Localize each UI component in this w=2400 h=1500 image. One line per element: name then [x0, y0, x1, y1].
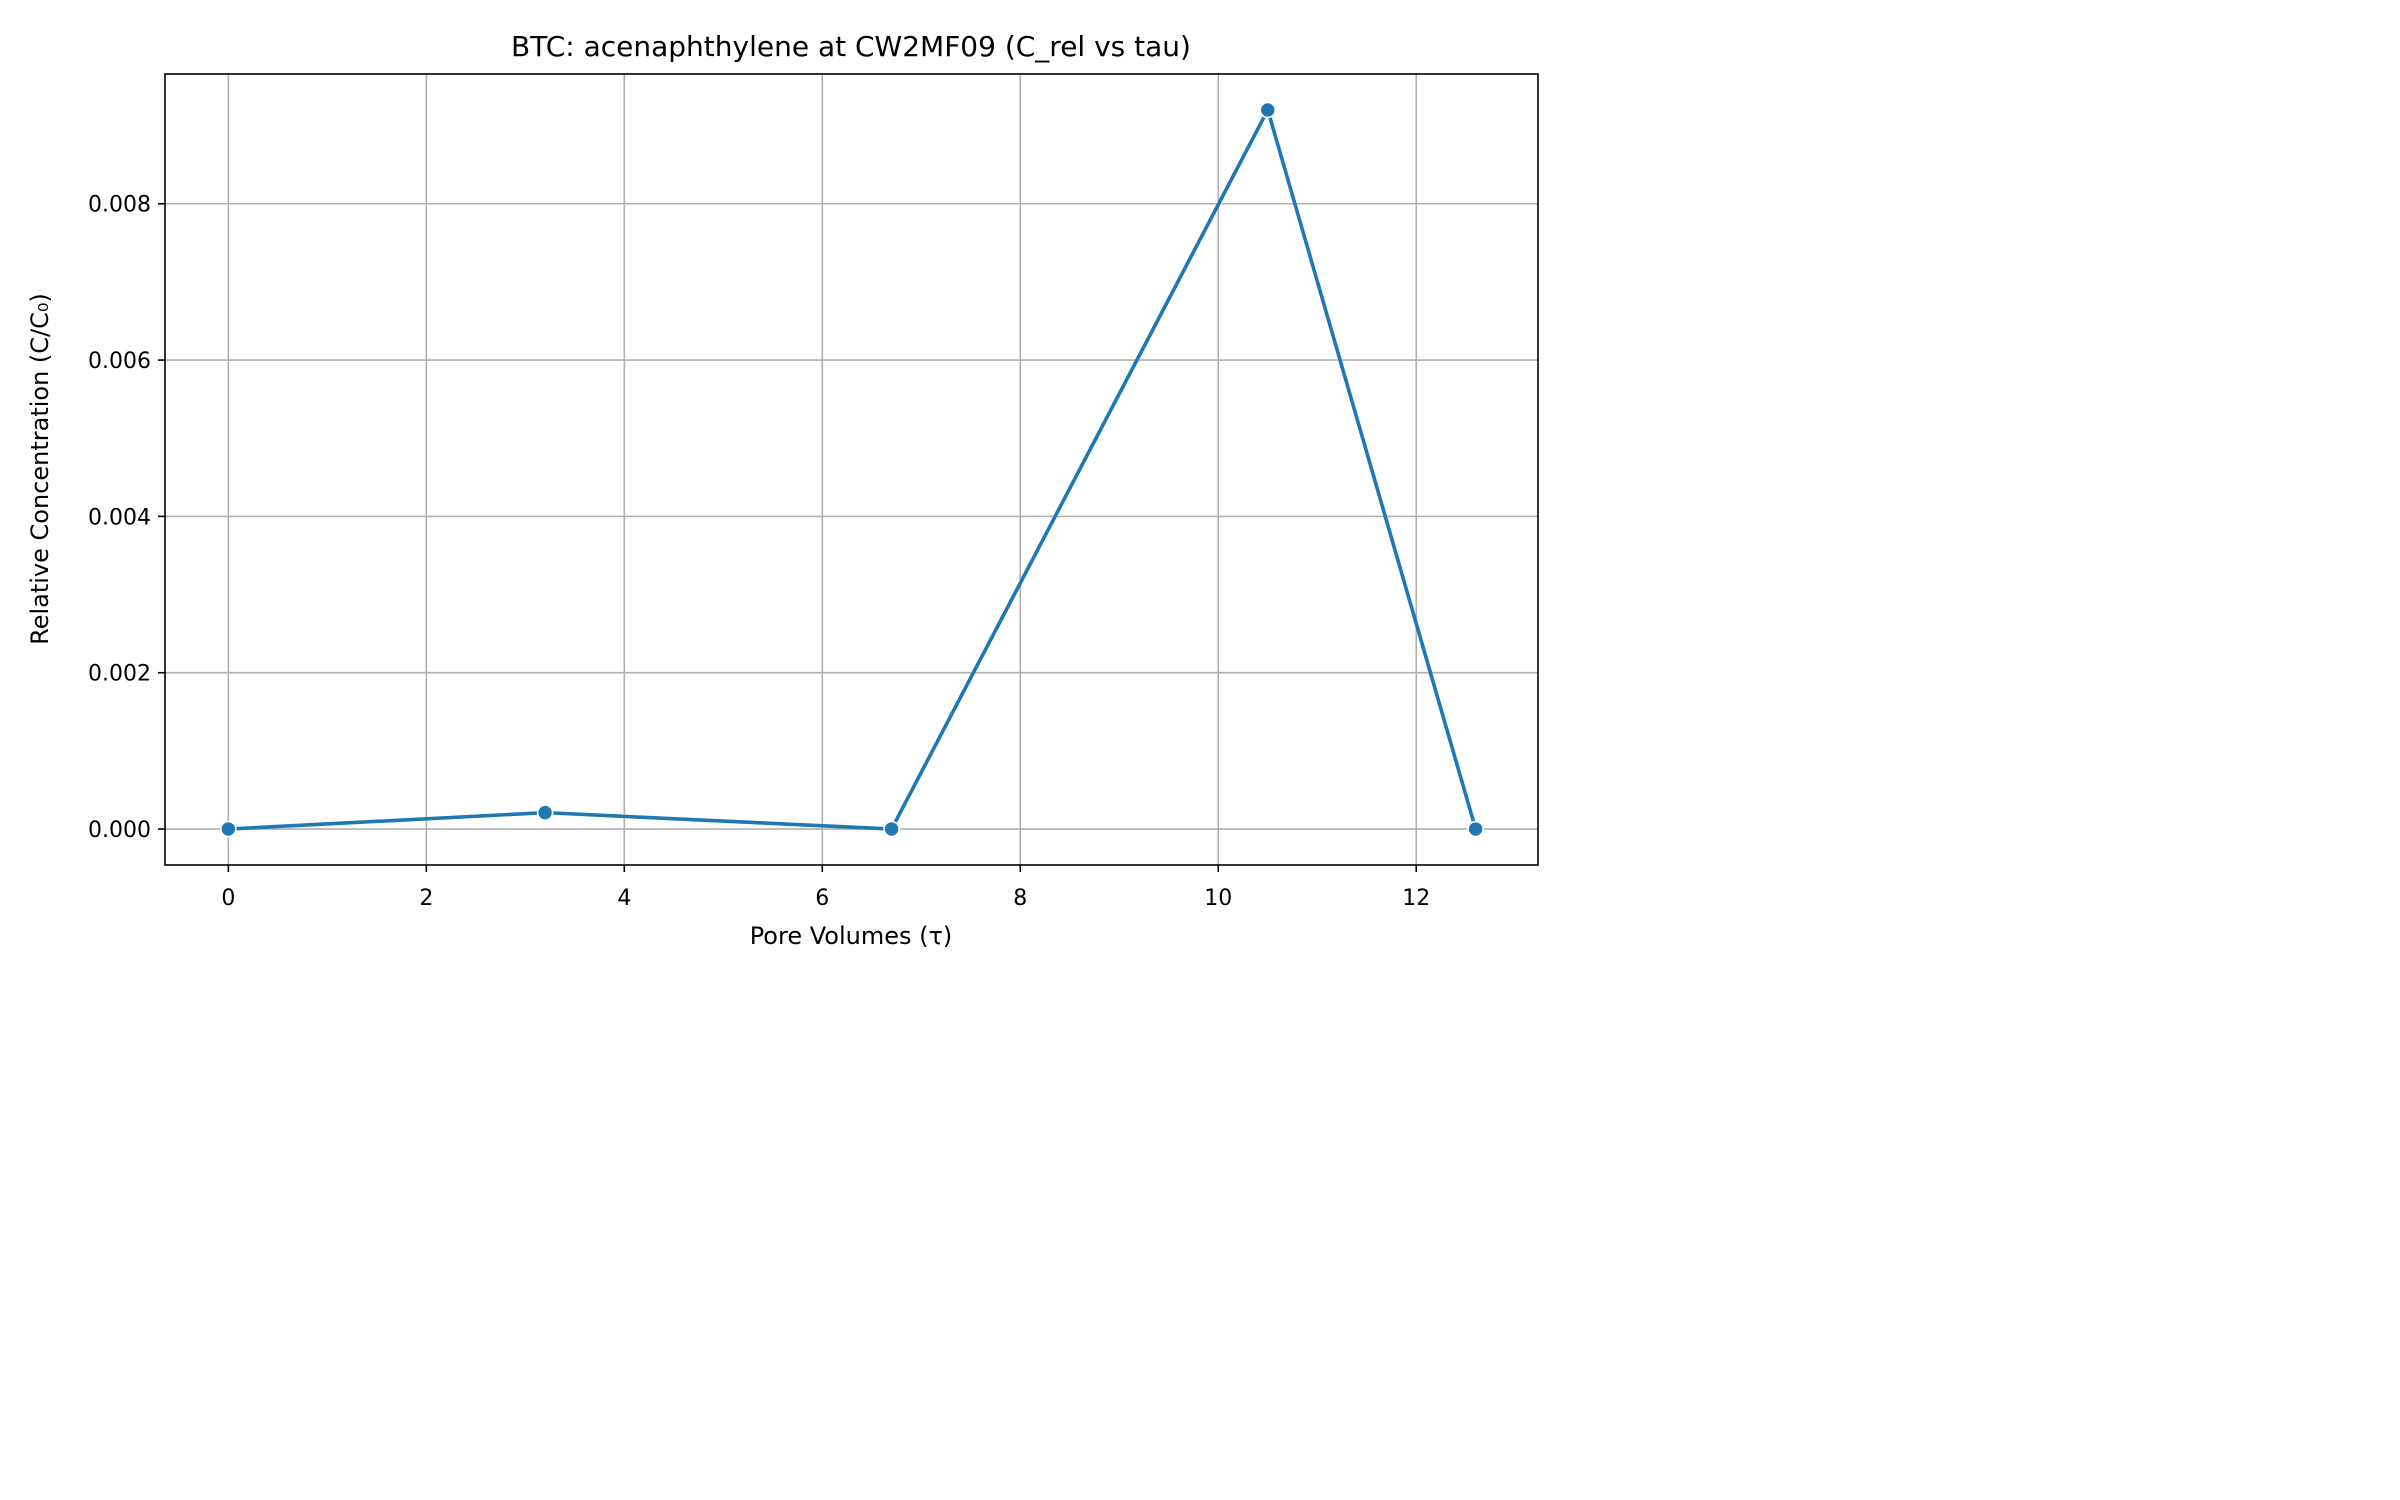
- series: [220, 101, 1484, 838]
- ticks: 0 2 4 6 8 10 12 0.000 0.002 0.004 0.006 0.008: [88, 193, 1430, 911]
- y-tick-label: 0.000: [88, 818, 151, 843]
- x-axis-label: Pore Volumes (τ): [750, 922, 953, 950]
- chart-title: BTC: acenaphthylene at CW2MF09 (C_rel vs…: [511, 30, 1191, 63]
- plot-frame: [164, 73, 1539, 866]
- data-point: [1259, 101, 1277, 119]
- y-axis-label: Relative Concentration (C/C₀): [26, 293, 54, 645]
- x-tick-label: 6: [815, 886, 829, 911]
- data-point: [536, 804, 554, 821]
- x-tick-label: 0: [221, 886, 235, 911]
- data-point: [883, 820, 900, 838]
- y-tick-label: 0.006: [88, 349, 151, 374]
- x-tick-label: 12: [1402, 886, 1430, 911]
- x-tick-label: 10: [1204, 886, 1232, 911]
- x-tick-label: 8: [1013, 886, 1027, 911]
- data-point: [1467, 820, 1484, 838]
- chart-svg: 0 2 4 6 8 10 12 0.000 0.002 0.004 0.006 0.008 BTC: …: [26, 30, 1539, 950]
- y-tick-label: 0.004: [88, 505, 151, 530]
- y-tick-label: 0.008: [88, 193, 151, 218]
- x-tick-label: 2: [419, 886, 433, 911]
- data-point: [220, 820, 237, 838]
- x-tick-label: 4: [617, 886, 631, 911]
- plot-area-background: [165, 74, 1538, 865]
- chart: 0 2 4 6 8 10 12 0.000 0.002 0.004 0.006 0.008 BTC: …: [0, 0, 1560, 975]
- y-tick-label: 0.002: [88, 662, 151, 687]
